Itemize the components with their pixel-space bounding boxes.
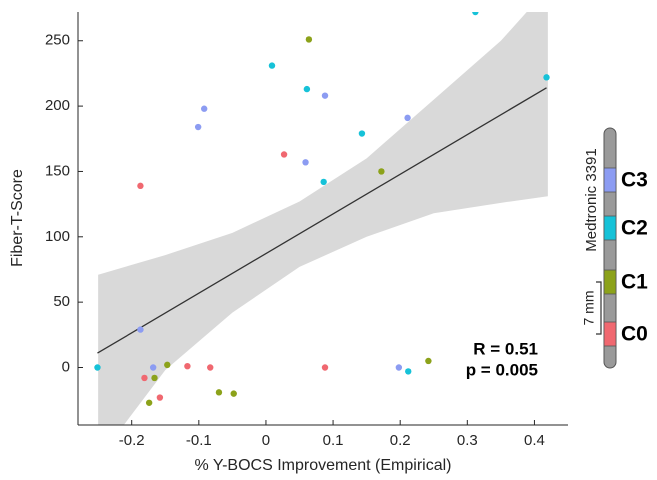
data-point: [425, 357, 432, 365]
legend-label: C2: [621, 217, 648, 240]
data-point: [321, 92, 329, 99]
legend-label: C3: [621, 169, 648, 192]
data-point: [94, 364, 101, 371]
data-point: [145, 399, 153, 406]
data-point: [151, 374, 158, 382]
contact: [603, 167, 617, 193]
data-point: [305, 36, 313, 43]
data-point: [358, 130, 366, 137]
spacing-bracket: [596, 281, 602, 335]
x-tick-label: 0: [262, 432, 270, 449]
data-point: [137, 326, 144, 333]
x-tick-label: -0.2: [119, 432, 145, 449]
x-tick-label: -0.1: [186, 432, 212, 449]
data-point: [395, 364, 403, 371]
data-point: [303, 85, 311, 93]
data-point: [472, 12, 479, 16]
y-tick-label: 250: [45, 32, 70, 49]
data-point: [137, 182, 144, 190]
data-point: [215, 389, 223, 396]
confidence-band: [98, 12, 548, 425]
data-point: [302, 159, 309, 166]
y-tick-label: 50: [53, 293, 70, 310]
data-point: [378, 168, 385, 175]
x-tick-label: 0.2: [390, 432, 411, 449]
data-point: [230, 390, 237, 397]
data-point: [268, 62, 276, 69]
y-tick-label: 0: [62, 358, 70, 375]
annotation: p = 0.005: [466, 360, 538, 379]
data-point: [164, 361, 171, 369]
electrode-spacing: 7 mm: [581, 291, 597, 326]
legend-label: C0: [621, 323, 648, 346]
data-point: [141, 374, 148, 382]
data-point: [194, 123, 202, 131]
data-point: [404, 114, 411, 122]
data-point: [280, 151, 288, 158]
electrode-diagram: Medtronic 3391 7 mm C3 C2 C1 C0: [581, 127, 648, 369]
data-point: [405, 368, 412, 375]
data-point: [543, 74, 550, 81]
contact: [603, 321, 617, 347]
contact: [603, 269, 617, 295]
contact: [603, 215, 617, 241]
data-point: [184, 362, 191, 370]
x-tick-label: 0.3: [457, 432, 478, 449]
data-point: [321, 364, 329, 371]
fit-line: [97, 87, 547, 354]
x-axis-label: % Y-BOCS Improvement (Empirical): [195, 457, 452, 474]
x-tick-label: 0.1: [323, 432, 344, 449]
data-point: [200, 105, 208, 112]
axes: -0.2 -0.1 0 0.1 0.2 0.3 0.4 0 50 100 150 200 250: [45, 12, 568, 449]
data-point: [156, 394, 164, 401]
plot-area: [94, 12, 550, 425]
y-axis-label: Fiber-T-Score: [9, 169, 26, 267]
x-tick-label: 0.4: [524, 432, 545, 449]
y-tick-label: 100: [45, 228, 70, 245]
data-point: [320, 178, 327, 186]
annotation: R = 0.51: [473, 339, 538, 358]
electrode-model: Medtronic 3391: [583, 148, 600, 251]
y-tick-label: 200: [45, 97, 70, 114]
data-point: [149, 364, 157, 371]
y-tick-label: 150: [45, 162, 70, 179]
legend-label: C1: [621, 271, 648, 294]
data-point: [207, 364, 214, 371]
